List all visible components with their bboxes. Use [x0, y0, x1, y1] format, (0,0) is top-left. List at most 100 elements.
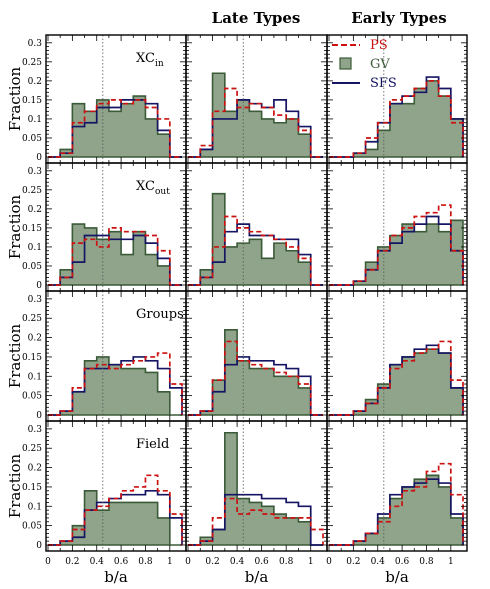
gv-histogram [48, 223, 182, 286]
y-tick-label: 0.3 [28, 425, 43, 435]
panel-r2-c3 [326, 162, 468, 292]
gv-histogram [188, 431, 323, 546]
x-tick-label: 0.8 [419, 557, 434, 567]
panel-frame [326, 420, 468, 552]
x-tick-label: 1 [308, 557, 314, 567]
y-tick-label: 0 [36, 411, 42, 421]
panel-r3-c1: 0 0.05 0.1 0.15 0.2 0.25 0.3 Groups [22, 290, 187, 422]
gv-histogram [48, 95, 182, 158]
x-axis-label: b/a [104, 568, 128, 586]
y-tick-label: 0.1 [28, 372, 42, 382]
y-tick-label: 0.05 [22, 392, 42, 402]
ps-histogram [48, 474, 183, 546]
x-tick-label: 0.6 [395, 557, 410, 567]
ticks [327, 163, 467, 291]
x-tick-label: 0.2 [346, 557, 360, 567]
panel-r1-c1: 0 0.05 0.1 0.15 0.2 0.25 0.3 XCin [22, 34, 187, 164]
y-axis-label: Fraction [6, 453, 24, 518]
x-tick-label: 0 [45, 557, 51, 567]
y-tick-label: 0.3 [28, 167, 43, 177]
row-label: XCout [136, 179, 170, 197]
panel-r3-c3 [326, 290, 468, 422]
y-tick-label: 0.1 [28, 115, 42, 125]
panel-grid: 0 0.05 0.1 0.15 0.2 0.25 0.3 XCin PS GV SFS 0 0.05 0.… [22, 34, 468, 567]
y-tick-label: 0.2 [28, 464, 42, 474]
x-axis-label: b/a [385, 568, 409, 586]
legend: PS GV SFS [332, 38, 397, 91]
x-tick-label: 1 [448, 557, 454, 567]
legend-label: GV [370, 57, 390, 72]
ps-histogram [329, 204, 464, 286]
panel-r1-c2 [185, 34, 328, 164]
legend-label: SFS [370, 76, 397, 91]
legend-label: PS [370, 38, 388, 53]
legend-gv-swatch [339, 57, 352, 70]
x-tick-label: 0.4 [90, 557, 105, 567]
y-tick-label: 0.05 [22, 134, 42, 144]
ps-histogram [329, 80, 464, 158]
y-tick-label: 0.25 [22, 58, 42, 68]
x-tick-label: 0.6 [114, 557, 129, 567]
y-axis-label: Fraction [6, 194, 24, 259]
panel-r1-c3: PS GV SFS [326, 34, 468, 164]
y-tick-label: 0.15 [22, 224, 42, 234]
x-tick-label: 0.8 [138, 557, 153, 567]
gv-histogram [329, 80, 464, 158]
panel-r2-c2 [185, 162, 328, 292]
y-tick-label: 0.15 [22, 353, 42, 363]
y-tick-label: 0.25 [22, 444, 42, 454]
y-tick-label: 0.25 [22, 314, 42, 324]
x-tick-label: 0.4 [230, 557, 245, 567]
y-tick-label: 0.3 [28, 295, 43, 305]
x-tick-label: 0 [185, 557, 191, 567]
gv-histogram [188, 192, 323, 286]
gv-histogram [188, 72, 323, 158]
x-tick-label: 0 [326, 557, 332, 567]
y-axis-label: Fraction [6, 66, 24, 131]
gv-histogram [329, 348, 464, 416]
y-tick-label: 0 [36, 541, 42, 551]
ps-histogram [329, 462, 464, 546]
y-tick-label: 0.2 [28, 205, 42, 215]
x-tick-label: 0.2 [65, 557, 79, 567]
row-label: XCin [136, 51, 164, 69]
y-axis-label: Fraction [6, 323, 24, 388]
axis-labels: Fraction Fraction Fraction Fraction b/a b/a b/… [6, 66, 409, 586]
ps-histogram [188, 497, 324, 546]
panel-r4-c3: 0 0.2 0.4 0.6 0.8 1 [326, 420, 468, 567]
y-tick-label: 0.2 [28, 334, 42, 344]
row-label: Field [136, 437, 169, 452]
y-tick-label: 0.1 [28, 243, 42, 253]
sfs-histogram [48, 356, 183, 416]
panel-r2-c1: 0 0.05 0.1 0.15 0.2 0.25 0.3 XCout [22, 162, 187, 292]
y-tick-label: 0.3 [28, 39, 43, 49]
ps-histogram [329, 340, 464, 416]
gv-histogram [188, 329, 323, 416]
gv-histogram [48, 356, 182, 416]
panel-r4-c1: 0 0.05 0.1 0.15 0.2 0.25 0.3 0 0.2 0.4 0.6 0.8 1 Fiel… [22, 420, 187, 567]
x-tick-label: 0.2 [205, 557, 219, 567]
y-tick-label: 0.05 [22, 522, 42, 532]
ps-histogram [48, 227, 182, 286]
x-tick-label: 0.8 [279, 557, 294, 567]
panel-r4-c2: 0 0.2 0.4 0.6 0.8 1 [185, 420, 328, 567]
column-title-2: Early Types [351, 9, 446, 27]
ps-histogram [188, 340, 323, 416]
y-tick-label: 0 [36, 281, 42, 291]
gv-histogram [329, 219, 464, 286]
x-axis-label: b/a [245, 568, 269, 586]
y-tick-label: 0.25 [22, 186, 42, 196]
x-tick-label: 1 [167, 557, 173, 567]
y-tick-label: 0.15 [22, 483, 42, 493]
y-tick-label: 0.15 [22, 96, 42, 106]
y-tick-label: 0.2 [28, 77, 42, 87]
row-label: Groups [136, 307, 184, 322]
ps-histogram [48, 352, 183, 416]
column-title-1: Late Types [212, 9, 301, 27]
x-tick-label: 0.6 [254, 557, 269, 567]
x-tick-label: 0.4 [371, 557, 386, 567]
ps-histogram [48, 99, 182, 158]
panel-r3-c2 [185, 290, 328, 422]
y-tick-label: 0 [36, 153, 42, 163]
